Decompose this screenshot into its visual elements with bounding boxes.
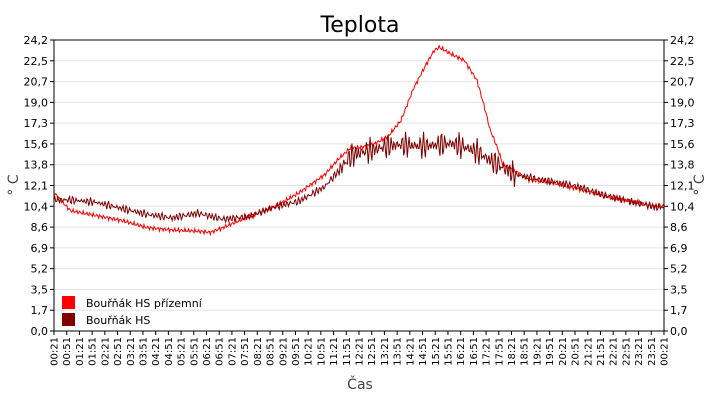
x-axis: 00:21 00:51 01:21 01:51 02:21 02:51 03:21 03:51… [50, 331, 671, 366]
legend-swatch-prizemni [62, 296, 75, 309]
y-tick-label: 3,5 [31, 283, 49, 296]
x-tick-label: 22:51 [621, 337, 632, 366]
y-tick-label: 24,2 [670, 34, 695, 47]
y-tick-label: 10,4 [24, 200, 49, 213]
x-tick-label: 08:51 [266, 337, 277, 366]
y-tick-label: 1,7 [670, 304, 688, 317]
x-tick-label: 16:21 [456, 337, 467, 366]
x-tick-label: 07:51 [240, 337, 251, 366]
x-tick-label: 03:51 [138, 337, 149, 366]
x-tick-label: 19:51 [545, 337, 556, 366]
x-tick-label: 02:21 [100, 337, 111, 366]
x-tick-label: 13:21 [380, 337, 391, 366]
y-tick-label: 13,8 [670, 159, 695, 172]
y-tick-label: 20,7 [24, 76, 49, 89]
x-axis-label: Čas [347, 375, 373, 393]
y-tick-label: 3,5 [670, 283, 688, 296]
y-tick-label: 20,7 [670, 76, 695, 89]
x-tick-label: 21:51 [596, 337, 607, 366]
x-tick-label: 18:21 [507, 337, 518, 366]
grid [54, 39, 664, 332]
y-tick-label: 10,4 [670, 200, 695, 213]
series-lines [53, 44, 665, 237]
y-tick-label: 15,6 [24, 138, 49, 151]
y-tick-label: 17,3 [24, 117, 49, 130]
y-tick-label: 6,9 [31, 242, 49, 255]
x-tick-label: 21:21 [583, 337, 594, 366]
x-tick-label: 22:21 [609, 337, 620, 366]
x-tick-label: 04:21 [151, 337, 162, 366]
x-tick-label: 06:51 [215, 337, 226, 366]
y-axis-label-right: ° C [692, 174, 708, 195]
x-tick-label: 05:51 [189, 337, 200, 366]
x-tick-label: 10:21 [304, 337, 315, 366]
y-tick-label: 6,9 [670, 242, 688, 255]
y-tick-label: 1,7 [31, 304, 49, 317]
y-tick-label: 12,1 [670, 180, 695, 193]
y-tick-label: 12,1 [24, 180, 49, 193]
chart-title: Teplota [320, 13, 400, 38]
legend: Bouřňák HS přízemní Bouřňák HS [62, 296, 203, 327]
y-tick-label: 22,5 [24, 55, 49, 68]
x-tick-label: 03:21 [126, 337, 137, 366]
legend-swatch-hs [62, 313, 75, 326]
x-tick-label: 14:51 [418, 337, 429, 366]
x-tick-label: 02:51 [113, 337, 124, 366]
x-tick-label: 10:51 [316, 337, 327, 366]
y-tick-label: 22,5 [670, 55, 695, 68]
y-tick-label: 15,6 [670, 138, 695, 151]
y-tick-label: 0,0 [31, 325, 49, 338]
x-tick-label: 17:51 [494, 337, 505, 366]
x-tick-label: 15:21 [431, 337, 442, 366]
y-axis-right: 0,0 1,7 3,5 5,2 6,9 8,6 10,4 12,1 13,8 15,6 17,3 19… [664, 34, 695, 338]
y-tick-label: 5,2 [31, 263, 49, 276]
y-tick-label: 13,8 [24, 159, 49, 172]
x-tick-label: 08:21 [253, 337, 264, 366]
x-tick-label: 18:51 [520, 337, 531, 366]
x-tick-label: 05:21 [177, 337, 188, 366]
x-tick-label: 14:21 [405, 337, 416, 366]
y-tick-label: 19,0 [24, 96, 49, 109]
series-line-prizemni [53, 44, 665, 237]
y-tick-label: 24,2 [24, 34, 49, 47]
x-tick-label: 00:21 [50, 337, 61, 366]
x-tick-label: 20:21 [558, 337, 569, 366]
x-tick-label: 13:51 [393, 337, 404, 366]
x-tick-label: 04:51 [164, 337, 175, 366]
x-tick-label: 01:51 [88, 337, 99, 366]
x-tick-label: 20:51 [571, 337, 582, 366]
x-tick-label: 15:51 [443, 337, 454, 366]
y-tick-label: 17,3 [670, 117, 695, 130]
x-tick-label: 19:21 [532, 337, 543, 366]
y-tick-label: 8,6 [31, 221, 49, 234]
x-tick-label: 16:51 [469, 337, 480, 366]
x-tick-label: 17:21 [482, 337, 493, 366]
legend-label-hs: Bouřňák HS [86, 314, 150, 327]
x-tick-label: 23:51 [647, 337, 658, 366]
y-tick-label: 19,0 [670, 96, 695, 109]
x-tick-label: 12:51 [367, 337, 378, 366]
x-tick-label: 11:21 [329, 337, 340, 366]
legend-label-prizemni: Bouřňák HS přízemní [86, 297, 203, 310]
y-axis-left: 0,0 1,7 3,5 5,2 6,9 8,6 10,4 12,1 13,8 15,6 17,3 19… [24, 34, 54, 338]
x-tick-label: 09:51 [291, 337, 302, 366]
x-tick-label: 00:21 [660, 337, 671, 366]
x-tick-label: 06:21 [202, 337, 213, 366]
series-line-hs [53, 131, 665, 224]
x-tick-label: 23:21 [634, 337, 645, 366]
x-tick-label: 12:21 [355, 337, 366, 366]
y-tick-label: 5,2 [670, 263, 688, 276]
y-tick-label: 8,6 [670, 221, 688, 234]
x-tick-label: 11:51 [342, 337, 353, 366]
x-tick-label: 07:21 [227, 337, 238, 366]
x-tick-label: 01:21 [75, 337, 86, 366]
y-tick-label: 0,0 [670, 325, 688, 338]
x-tick-label: 00:51 [62, 337, 73, 366]
x-tick-label: 09:21 [278, 337, 289, 366]
y-axis-label-left: ° C [6, 174, 22, 195]
